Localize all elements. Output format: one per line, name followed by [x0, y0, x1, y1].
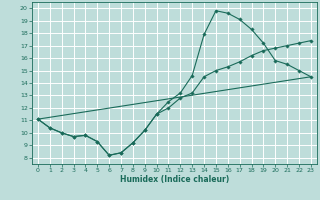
X-axis label: Humidex (Indice chaleur): Humidex (Indice chaleur) [120, 175, 229, 184]
